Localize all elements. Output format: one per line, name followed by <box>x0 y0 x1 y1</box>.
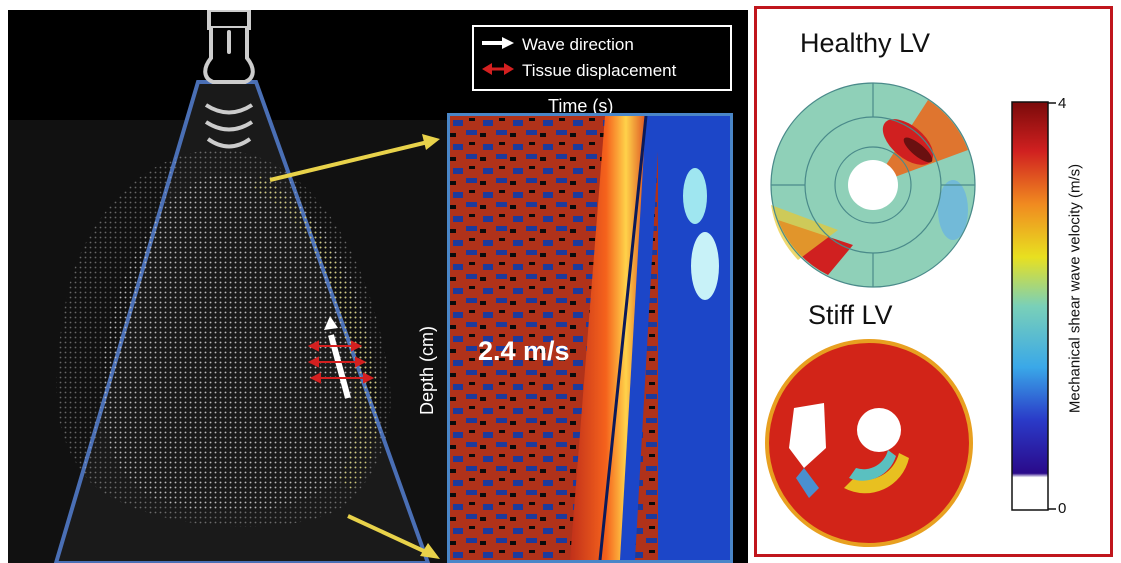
red-double-arrow-icon <box>482 61 514 81</box>
ultrasound-panel: Wave direction Tissue displacement <box>8 10 748 563</box>
colorbar-axis-label: Mechanical shear wave velocity (m/s) <box>1066 163 1084 414</box>
time-axis-label: Time (s) <box>548 96 614 116</box>
stiff-bullseye-map <box>765 339 973 547</box>
colorbar <box>1011 101 1056 511</box>
wave-speed-label: 2.4 m/s <box>478 336 570 366</box>
legend-wave-label: Wave direction <box>522 35 634 54</box>
colorbar-max-label: 4 <box>1058 95 1067 112</box>
stiff-lv-title: Stiff LV <box>808 300 893 330</box>
tissue-displacement-arrows-icon <box>307 340 375 384</box>
legend-displacement-label: Tissue displacement <box>522 61 677 80</box>
probe-icon <box>203 10 255 149</box>
colorbar-min-label: 0 <box>1058 500 1067 517</box>
healthy-bullseye-map <box>770 82 976 288</box>
depth-axis-label: Depth (cm) <box>417 325 438 416</box>
legend-item-wave: Wave direction <box>482 35 634 55</box>
mmode-image <box>447 113 733 563</box>
legend: Wave direction Tissue displacement <box>472 25 732 91</box>
legend-item-displacement: Tissue displacement <box>482 61 676 81</box>
white-arrow-icon <box>482 35 514 55</box>
yellow-arrow-icon <box>269 134 440 559</box>
healthy-lv-title: Healthy LV <box>800 28 931 58</box>
